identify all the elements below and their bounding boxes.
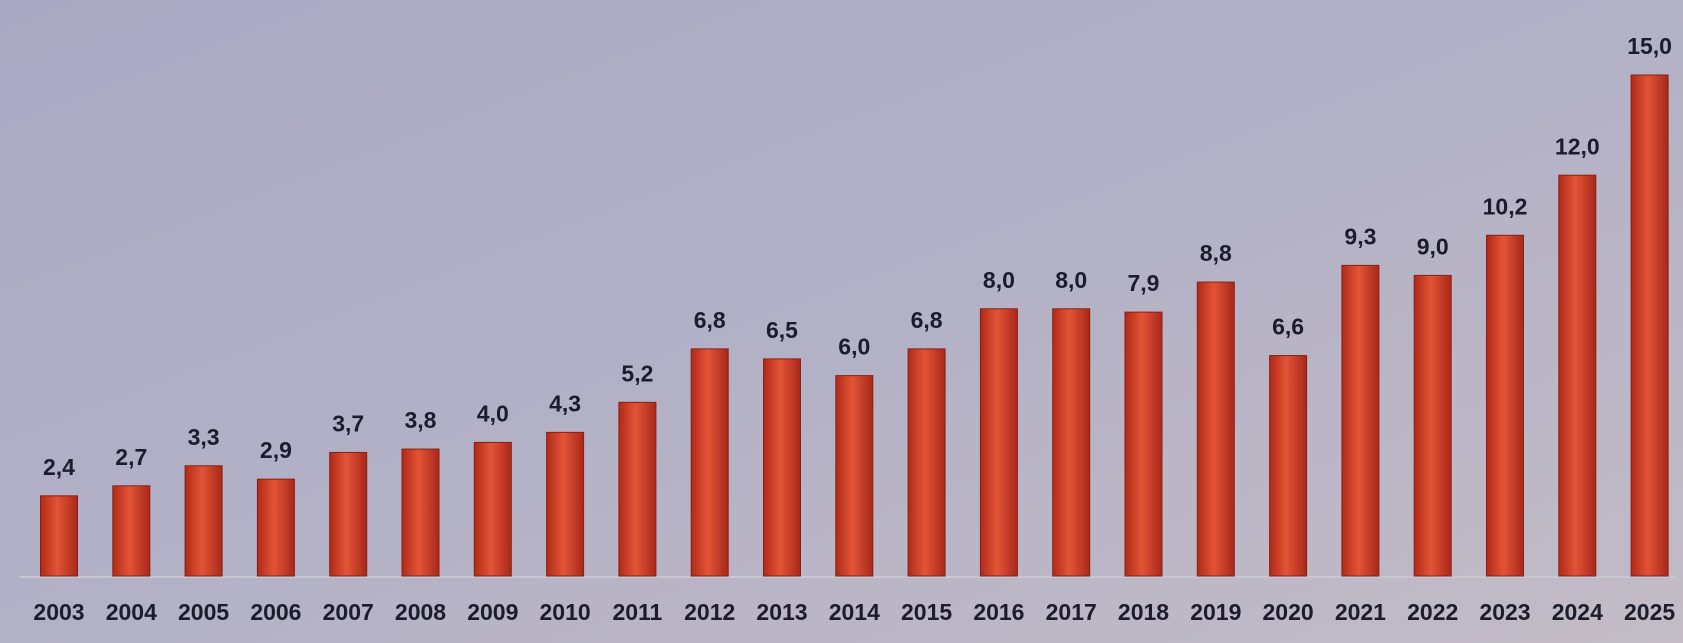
x-tick-label: 2022 xyxy=(1407,599,1458,625)
value-label: 9,3 xyxy=(1344,223,1376,249)
bar xyxy=(1630,74,1669,577)
x-tick-label: 2006 xyxy=(250,599,301,625)
bar xyxy=(184,465,223,577)
bar xyxy=(1341,264,1380,577)
bar xyxy=(690,348,729,577)
x-tick-label: 2021 xyxy=(1335,599,1386,625)
x-tick-label: 2008 xyxy=(395,599,446,625)
value-label: 6,8 xyxy=(694,307,726,333)
value-label: 9,0 xyxy=(1417,233,1449,259)
x-tick-label: 2019 xyxy=(1190,599,1241,625)
value-label: 5,2 xyxy=(621,360,653,386)
x-tick-label: 2025 xyxy=(1624,599,1675,625)
value-label: 8,0 xyxy=(983,267,1015,293)
x-tick-label: 2004 xyxy=(106,599,157,625)
value-label: 2,7 xyxy=(115,444,147,470)
bar xyxy=(618,401,657,577)
x-tick-label: 2014 xyxy=(829,599,880,625)
value-label: 12,0 xyxy=(1555,133,1600,159)
bar xyxy=(907,348,946,577)
value-label: 15,0 xyxy=(1627,33,1672,59)
x-tick-label: 2018 xyxy=(1118,599,1169,625)
bar xyxy=(40,495,78,577)
x-tick-label: 2003 xyxy=(33,599,84,625)
bar xyxy=(473,441,512,577)
value-label: 4,3 xyxy=(549,390,581,416)
bar xyxy=(1413,274,1452,577)
value-label: 3,3 xyxy=(188,424,220,450)
bar xyxy=(546,431,585,577)
x-tick-label: 2009 xyxy=(467,599,518,625)
bar xyxy=(401,448,440,577)
x-tick-label: 2017 xyxy=(1046,599,1097,625)
x-tick-label: 2013 xyxy=(756,599,807,625)
value-label: 4,0 xyxy=(477,400,509,426)
value-label: 7,9 xyxy=(1128,270,1160,296)
x-tick-label: 2015 xyxy=(901,599,952,625)
bar xyxy=(112,485,151,577)
bar xyxy=(1269,355,1308,577)
bar xyxy=(763,358,801,577)
value-label: 3,8 xyxy=(405,407,437,433)
x-tick-label: 2012 xyxy=(684,599,735,625)
value-label: 6,0 xyxy=(838,334,870,360)
x-tick-label: 2020 xyxy=(1263,599,1314,625)
value-label: 8,8 xyxy=(1200,240,1232,266)
value-label: 6,6 xyxy=(1272,314,1304,340)
x-tick-label: 2011 xyxy=(612,599,662,625)
value-label: 3,7 xyxy=(332,410,364,436)
bar xyxy=(835,375,874,577)
x-tick-label: 2007 xyxy=(323,599,374,625)
x-tick-label: 2024 xyxy=(1552,599,1603,625)
bar xyxy=(1052,308,1091,577)
bar xyxy=(329,451,368,577)
x-tick-label: 2023 xyxy=(1479,599,1530,625)
x-tick-label: 2005 xyxy=(178,599,229,625)
x-tick-label: 2016 xyxy=(973,599,1024,625)
x-tick-label: 2010 xyxy=(540,599,591,625)
bar xyxy=(1558,174,1597,577)
value-label: 6,8 xyxy=(911,307,943,333)
value-label: 2,9 xyxy=(260,437,292,463)
value-label: 10,2 xyxy=(1483,193,1528,219)
value-label: 8,0 xyxy=(1055,267,1087,293)
value-label: 6,5 xyxy=(766,317,798,343)
value-label: 2,4 xyxy=(43,454,75,480)
bar xyxy=(979,308,1018,577)
bar xyxy=(1196,281,1235,577)
bar xyxy=(256,478,295,577)
bar xyxy=(1486,234,1524,577)
bar xyxy=(1124,311,1163,577)
